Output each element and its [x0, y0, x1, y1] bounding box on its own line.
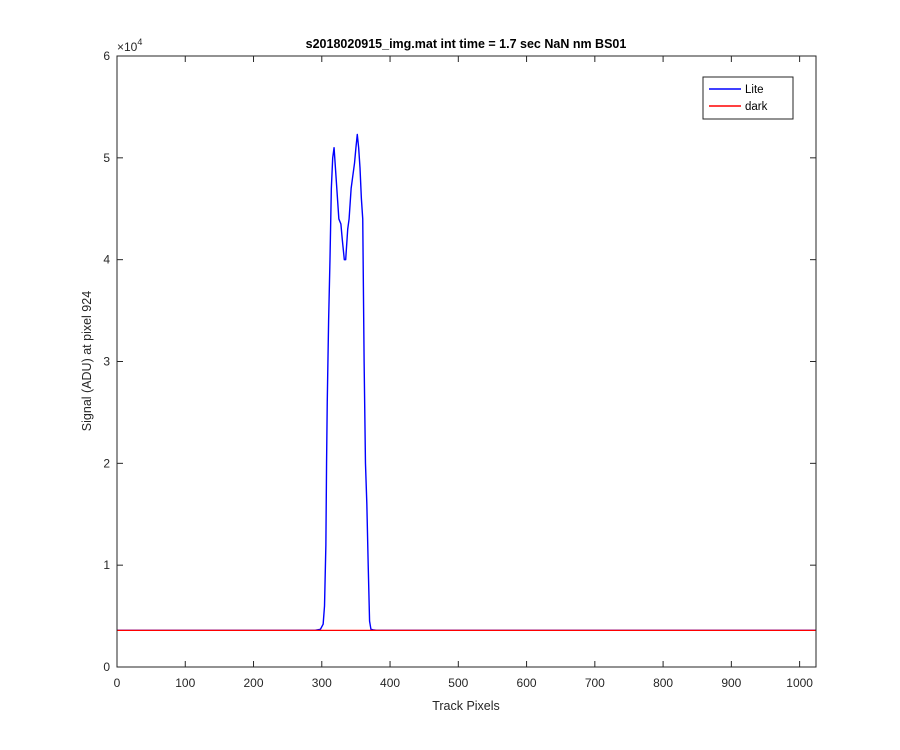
x-tick-label: 600 — [517, 676, 537, 690]
x-axis-ticks: 0 100 200 300 400 500 600 700 800 900 1000 — [114, 56, 813, 690]
chart-title: s2018020915_img.mat int time = 1.7 sec N… — [306, 37, 627, 51]
y-tick-label: 4 — [103, 253, 110, 267]
x-tick-label: 400 — [380, 676, 400, 690]
x-tick-label: 100 — [175, 676, 195, 690]
legend-label-dark: dark — [745, 101, 768, 113]
legend-box — [702, 76, 794, 120]
plot-area — [117, 56, 816, 667]
y-axis-exponent-base: ×10 — [117, 40, 138, 54]
y-tick-label: 1 — [103, 558, 110, 572]
y-tick-label: 6 — [103, 49, 110, 63]
x-axis-label: Track Pixels — [432, 699, 500, 713]
legend-label-lite: Lite — [745, 84, 764, 96]
y-axis-ticks: 0 1 2 3 4 5 6 — [103, 49, 816, 674]
x-tick-label: 700 — [585, 676, 605, 690]
y-tick-label: 3 — [103, 355, 110, 369]
y-tick-label: 5 — [103, 151, 110, 165]
x-tick-label: 900 — [721, 676, 741, 690]
y-axis-exponent: ×104 — [117, 37, 142, 54]
y-axis-exponent-power: 4 — [137, 37, 142, 47]
y-axis-label: Signal (ADU) at pixel 924 — [80, 291, 94, 431]
y-tick-label: 2 — [103, 456, 110, 470]
series-layer — [117, 133, 816, 632]
x-tick-label: 300 — [312, 676, 332, 690]
x-tick-label: 0 — [114, 676, 121, 690]
x-tick-label: 1000 — [786, 676, 813, 690]
series-line-lite — [117, 133, 816, 632]
x-tick-label: 200 — [244, 676, 264, 690]
x-tick-label: 800 — [653, 676, 673, 690]
legend[interactable]: Lite dark — [702, 76, 794, 120]
x-tick-label: 500 — [448, 676, 468, 690]
y-tick-label: 0 — [103, 660, 110, 674]
